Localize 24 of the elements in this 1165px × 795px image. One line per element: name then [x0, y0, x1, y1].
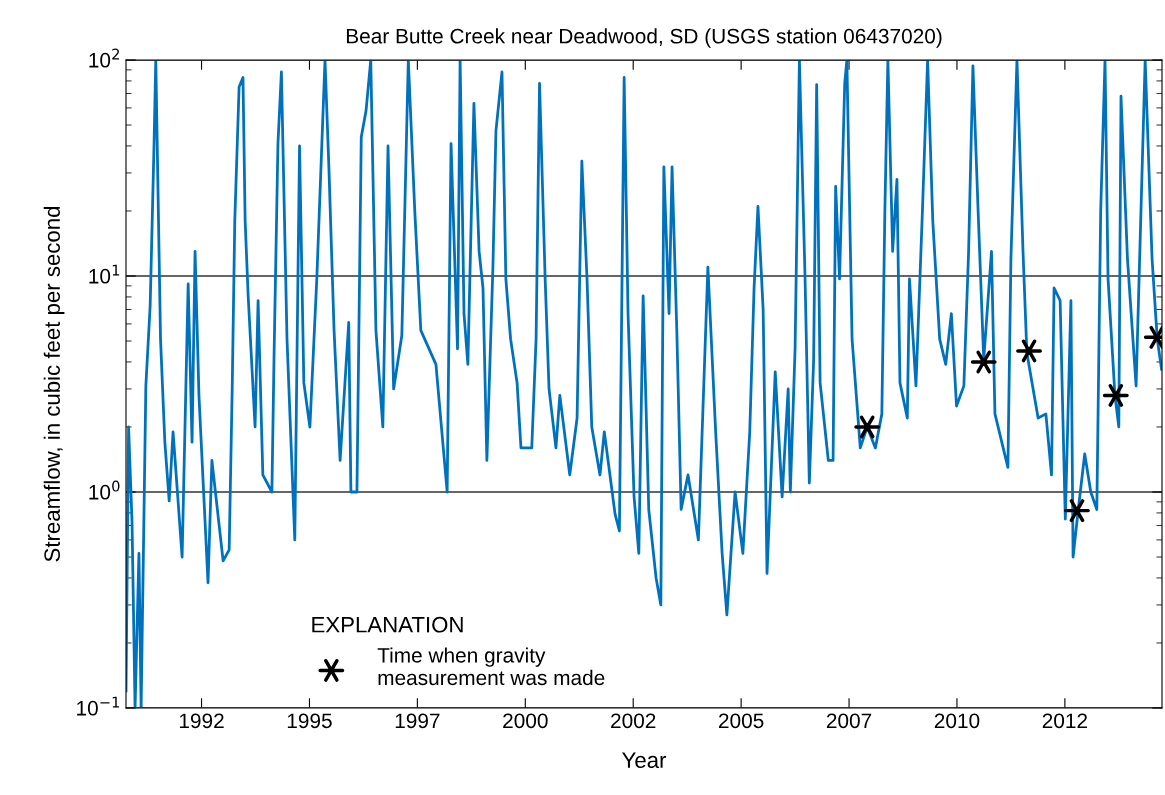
x-tick-label: 2000: [503, 713, 548, 729]
point: [854, 415, 881, 439]
x-tick-label: 1997: [395, 713, 440, 729]
point: [970, 350, 997, 374]
point: [1064, 499, 1090, 523]
y-tick-label: 10$^{1}$: [89, 264, 120, 284]
x-tick-label: 1995: [287, 713, 332, 729]
x-tick-label: 2007: [826, 713, 872, 729]
y-tick-label: 10$^{2}$: [89, 48, 119, 68]
point: [1016, 339, 1042, 363]
point: [1102, 383, 1129, 407]
chart-title: Bear Butte Creek near Deadwood, SD (USGS station 06437020): [346, 28, 942, 48]
y-tick-label: 10$^{0}$: [89, 480, 120, 500]
x-tick-label: 2012: [1042, 713, 1087, 729]
y-tick-label: 10$^{−1}$: [77, 696, 120, 716]
line-series: [126, 60, 1162, 708]
x-tick-label: 2002: [611, 713, 656, 729]
legend-title: EXPLANATION: [312, 616, 463, 633]
x-tick-label: 1992: [179, 713, 224, 729]
x-tick-label: 2010: [934, 713, 980, 729]
legend-label: Time when gravity measurement was made: [377, 647, 605, 686]
y-axis-title: Streamflow, in cubic feet per second: [43, 206, 65, 562]
x-axis-title: Year: [622, 752, 667, 769]
x-tick-label: 2005: [719, 713, 764, 729]
